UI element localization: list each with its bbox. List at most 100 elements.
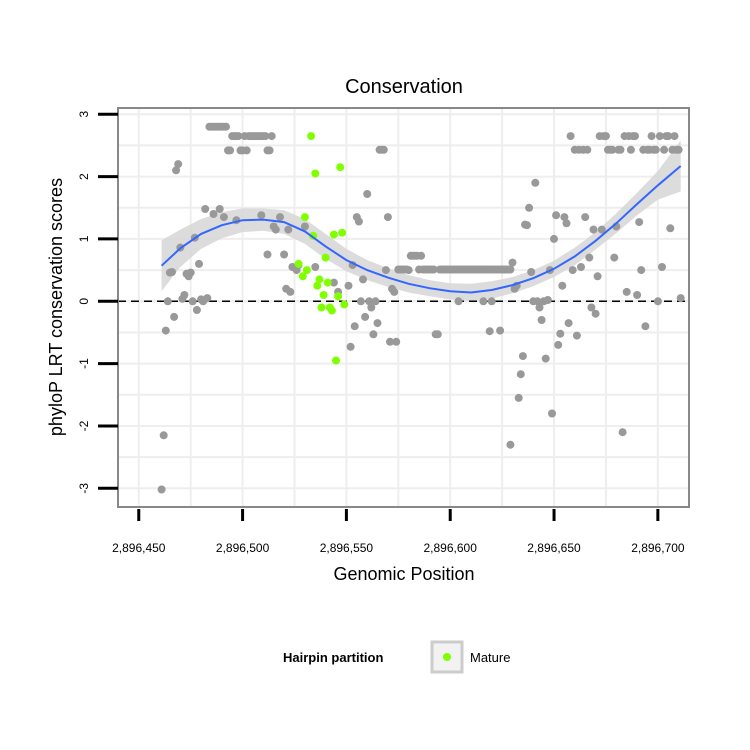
data-point [641,322,650,331]
data-point [516,370,525,379]
data-point [554,340,563,349]
mature-point [311,169,320,178]
data-point [626,145,635,154]
data-point [583,145,592,154]
mature-point [321,253,330,262]
data-point [485,327,494,336]
data-point [660,145,669,154]
data-point [363,190,372,198]
data-point [284,225,293,234]
data-point [344,281,353,290]
data-point [203,294,212,303]
mature-point [334,292,343,301]
data-point [506,440,515,449]
data-point [523,221,531,230]
data-point [666,224,675,233]
data-point [587,303,596,312]
data-point [280,250,289,259]
data-point [329,278,338,287]
smooth-line [160,165,682,294]
data-point [514,393,523,402]
data-points [157,122,685,494]
data-point [369,330,378,339]
mature-point [302,266,311,275]
mature-point [327,306,336,315]
mature-point [313,281,322,290]
data-point [261,132,270,141]
data-point [572,331,581,340]
data-point [676,294,685,303]
x-axis-title: Genomic Position [333,564,474,584]
y-tick-label: -2 [77,420,91,431]
data-point [479,297,488,306]
data-point [548,409,556,418]
data-point [271,225,280,234]
x-tick-label: 2,896,450 [112,541,166,555]
data-point [564,319,573,328]
data-point [593,272,602,281]
mature-point [340,300,349,309]
data-point [633,291,642,299]
data-point [454,297,463,306]
data-point [670,132,679,141]
x-tick-label: 2,896,500 [216,541,270,555]
data-point [170,312,179,321]
mature-point [329,230,338,239]
data-point [518,352,527,361]
data-point [392,337,401,346]
data-point [535,303,544,312]
data-point [533,297,542,306]
data-point [429,265,438,274]
data-point [257,211,266,220]
data-point [637,266,646,275]
y-tick-label: 2 [77,173,91,180]
plot-frame [117,107,690,508]
mature-point [317,303,326,312]
data-point [161,326,170,335]
data-point [556,329,565,338]
data-point [543,296,552,304]
data-point [222,122,230,131]
data-point [417,251,426,260]
data-point [585,253,594,262]
data-point [500,265,509,274]
data-point [201,205,210,213]
data-point [209,210,218,218]
data-point [390,287,399,296]
data-point [622,287,631,296]
data-point [371,297,380,306]
data-point [367,303,376,312]
data-point [157,485,166,494]
x-tick-label: 2,896,700 [631,541,685,555]
data-point [219,213,228,222]
mature-point [338,228,347,237]
data-point [350,322,359,331]
mature-point [298,272,307,281]
data-point [263,250,272,259]
data-point [286,287,295,296]
data-point [541,354,550,363]
data-point [159,431,168,440]
data-point [496,326,505,335]
data-point [163,297,172,306]
data-point [186,268,195,277]
y-axis-title: phyloP LRT conservation scores [46,178,66,436]
y-tick-label: 3 [77,111,91,118]
data-point [658,263,666,271]
data-point [381,266,390,275]
data-point [601,132,610,141]
legend-title: Hairpin partition [283,650,383,665]
data-point [674,145,683,154]
data-point [487,297,496,306]
data-point [215,205,224,213]
data-point [581,213,590,222]
data-point [651,145,660,154]
data-point [365,297,374,306]
mature-point [332,356,340,365]
data-point [550,234,558,243]
y-tick-label: 0 [77,298,91,305]
mature-point [307,132,316,141]
data-point [174,160,183,169]
